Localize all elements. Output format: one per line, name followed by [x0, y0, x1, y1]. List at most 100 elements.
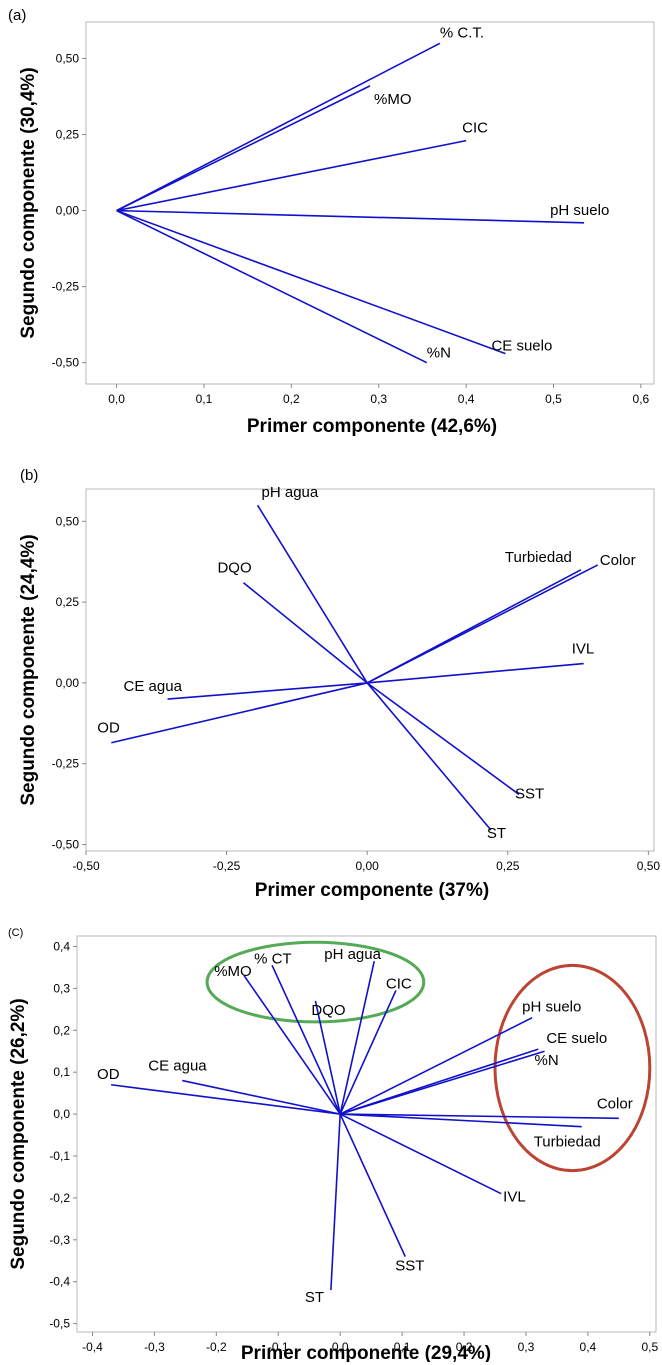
- vector-ph-agua-c: [339, 960, 376, 1115]
- y-tick-label-b: 0,25: [56, 595, 80, 609]
- x-tick-label-c: 0,3: [518, 1340, 535, 1354]
- biplot-a: (a) 0,0 0,1 0,2 0,3 0,4 0,5 0,6 0,50 0,25 0,00 -0,…: [8, 7, 655, 437]
- vector-color-c: [340, 1113, 619, 1120]
- vector-pctmo-c: [243, 975, 341, 1115]
- x-axis-title-a: Primer componente (42,6%): [247, 416, 497, 437]
- x-tick-label-b: 0,00: [356, 859, 380, 873]
- x-tick-label-b: -0,25: [213, 859, 241, 873]
- vector-dqo-b: [242, 582, 368, 684]
- biplot-b: (b) -0,50 -0,25 0,00 0,25 0,50 0,50 0,25 0,00 -0…: [18, 467, 661, 900]
- y-tick-label-c: -0,2: [49, 1191, 70, 1205]
- x-axis-title-b: Primer componente (37%): [255, 880, 489, 900]
- vector-pct-c-t-a: [116, 42, 441, 212]
- y-tick-label-b: -0,50: [52, 838, 80, 852]
- x-tick-label-a: 0,4: [458, 392, 475, 406]
- vector-pctn-c: [339, 1050, 545, 1115]
- vector-label-ce-agua-b: CE agua: [124, 678, 183, 695]
- x-tick-label-a: 0,3: [370, 392, 387, 406]
- y-tick-label-c: -0,3: [49, 1233, 70, 1247]
- biplot-c: (C) -0,4 -0,3 -0,2 -0,1 0,0 0,1 0,2 0,3 0,4 0,5 0,…: [8, 927, 658, 1362]
- vector-label-sst-b: SST: [515, 785, 544, 802]
- x-tick-label-c: -0,1: [268, 1340, 289, 1354]
- panel-label-c: (C): [8, 927, 23, 939]
- vector-ce-agua-c: [182, 1079, 341, 1115]
- vector-ce-agua-b: [167, 682, 368, 700]
- vector-label-ce-agua-c: CE agua: [148, 1058, 207, 1075]
- y-tick-label-a: -0,50: [52, 356, 80, 370]
- x-tick-label-c: 0,0: [332, 1340, 349, 1354]
- vector-label-turbiedad-b: Turbiedad: [505, 549, 572, 566]
- vector-sst-b: [366, 682, 520, 796]
- vector-pct-ct-c: [271, 965, 341, 1115]
- vector-ivl-b: [367, 662, 584, 684]
- y-axis-title-c: Segundo componente (26,2%): [8, 998, 29, 1269]
- vector-label-ph-suelo-a: pH suelo: [550, 202, 609, 219]
- vector-label-ivl-b: IVL: [572, 641, 595, 658]
- x-tick-label-c: 0,4: [580, 1340, 597, 1354]
- y-tick-label-a: 0,00: [56, 204, 80, 218]
- x-tick-label-a: 0,1: [196, 392, 213, 406]
- vector-label-ce-suelo-a: CE suelo: [491, 338, 552, 355]
- y-axis-title-b: Segundo componente (24,4%): [18, 534, 39, 805]
- vector-ph-agua-b: [256, 504, 368, 684]
- y-tick-label-b: -0,25: [52, 757, 80, 771]
- vector-label-cic-c: CIC: [386, 975, 412, 992]
- vector-label-dqo-c: DQO: [311, 1002, 345, 1019]
- x-tick-label-c: 0,2: [456, 1340, 473, 1354]
- x-tick-label-a: 0,2: [283, 392, 300, 406]
- plot-frame-a: [85, 21, 655, 385]
- vector-sst-c: [339, 1113, 406, 1257]
- x-tick-label-b: -0,50: [72, 859, 100, 873]
- vector-label-ph-suelo-c: pH suelo: [522, 999, 581, 1016]
- y-tick-label-c: 0,1: [53, 1065, 70, 1079]
- vector-label-pctmo-a: %MO: [374, 91, 412, 108]
- x-tick-label-b: 0,50: [637, 859, 661, 873]
- y-tick-label-c: -0,1: [49, 1149, 70, 1163]
- vector-cic-c: [339, 990, 397, 1115]
- y-tick-label-a: 0,25: [56, 128, 80, 142]
- vector-label-color-c: Color: [597, 1095, 633, 1112]
- vector-turbiedad-c: [340, 1113, 582, 1128]
- y-tick-label-c: 0,2: [53, 1023, 70, 1037]
- vector-dqo-c: [314, 1000, 341, 1115]
- x-tick-label-a: 0,6: [633, 392, 650, 406]
- green-group-ellipse: [205, 940, 426, 1024]
- y-tick-label-b: 0,50: [56, 514, 80, 528]
- vector-label-sst-c: SST: [395, 1258, 424, 1275]
- vector-label-color-b: Color: [600, 552, 636, 569]
- vector-label-pctn-c: %N: [535, 1052, 559, 1069]
- x-tick-label-c: -0,4: [82, 1340, 103, 1354]
- vector-label-pctn-a: %N: [427, 345, 451, 362]
- vector-label-ph-agua-b: pH agua: [262, 484, 319, 501]
- y-tick-label-c: -0,4: [49, 1275, 70, 1289]
- y-tick-label-c: 0,3: [53, 981, 70, 995]
- vector-ph-suelo-c: [339, 1016, 533, 1115]
- y-tick-label-c: -0,5: [49, 1317, 70, 1331]
- vector-ce-suelo-a: [116, 209, 506, 355]
- x-axis-title-c: Primer componente (29,4%): [241, 1343, 491, 1362]
- panel-label-a: (a): [8, 7, 26, 24]
- vector-pctn-a: [116, 209, 428, 364]
- vector-label-od-b: OD: [97, 720, 120, 737]
- vector-label-pctmo-c: %MO: [214, 963, 252, 980]
- x-tick-label-a: 0,5: [545, 392, 562, 406]
- vector-label-ph-agua-c: pH agua: [324, 946, 381, 963]
- plot-frame-c: [76, 935, 657, 1333]
- y-tick-label-c: 0,0: [53, 1107, 70, 1121]
- vector-pctmo-a: [116, 85, 371, 212]
- y-tick-label-a: -0,25: [52, 280, 80, 294]
- x-tick-label-c: -0,2: [206, 1340, 227, 1354]
- x-tick-label-c: 0,5: [641, 1340, 658, 1354]
- vector-label-pct-ct-c: % CT: [254, 950, 292, 967]
- vector-od-b: [111, 682, 368, 744]
- vector-label-ce-suelo-c: CE suelo: [546, 1030, 607, 1047]
- vector-label-dqo-b: DQO: [217, 560, 251, 577]
- vector-st-b: [366, 682, 492, 831]
- vector-label-od-c: OD: [97, 1066, 120, 1083]
- vector-label-cic-a: CIC: [462, 120, 488, 137]
- y-tick-label-c: 0,4: [53, 939, 70, 953]
- red-group-ellipse: [493, 963, 652, 1173]
- vector-label-st-c: ST: [305, 1289, 324, 1306]
- vector-ph-suelo-a: [116, 209, 585, 224]
- x-tick-label-b: 0,25: [496, 859, 520, 873]
